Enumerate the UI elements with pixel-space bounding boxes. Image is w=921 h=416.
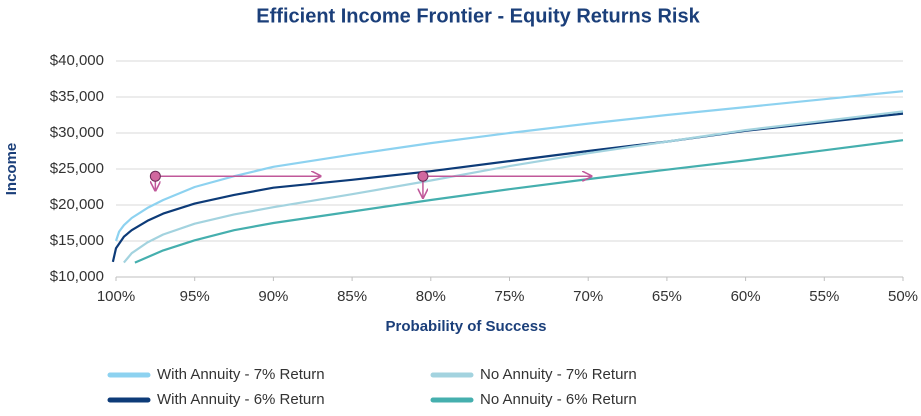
y-tick-label: $40,000 bbox=[50, 52, 104, 69]
x-tick-label: 100% bbox=[97, 288, 135, 305]
legend-label: With Annuity - 7% Return bbox=[157, 366, 325, 383]
y-tick-label: $15,000 bbox=[50, 232, 104, 249]
x-tick-label: 85% bbox=[337, 288, 367, 305]
legend-label: No Annuity - 7% Return bbox=[480, 366, 637, 383]
series-line bbox=[114, 90, 904, 242]
x-tick-label: 95% bbox=[180, 288, 210, 305]
series-line bbox=[134, 139, 904, 264]
series-line bbox=[111, 112, 904, 263]
x-tick-label: 60% bbox=[731, 288, 761, 305]
legend-label: No Annuity - 6% Return bbox=[480, 391, 637, 408]
y-tick-label: $35,000 bbox=[50, 88, 104, 105]
x-tick-label: 65% bbox=[652, 288, 682, 305]
x-axis-title: Probability of Success bbox=[386, 318, 547, 335]
x-tick-label: 70% bbox=[573, 288, 603, 305]
legend-label: With Annuity - 6% Return bbox=[157, 391, 325, 408]
y-tick-label: $10,000 bbox=[50, 268, 104, 285]
x-tick-label: 55% bbox=[809, 288, 839, 305]
x-tick-label: 50% bbox=[888, 288, 918, 305]
chart-title: Efficient Income Frontier - Equity Retur… bbox=[256, 5, 700, 27]
x-tick-label: 75% bbox=[494, 288, 524, 305]
series-line bbox=[123, 110, 904, 264]
marker-point bbox=[417, 170, 429, 182]
x-tick-label: 80% bbox=[416, 288, 446, 305]
y-tick-label: $20,000 bbox=[50, 196, 104, 213]
y-tick-label: $30,000 bbox=[50, 124, 104, 141]
x-tick-label: 90% bbox=[258, 288, 288, 305]
y-axis-title: Income bbox=[3, 143, 20, 196]
marker-point bbox=[149, 170, 161, 182]
y-tick-label: $25,000 bbox=[50, 160, 104, 177]
